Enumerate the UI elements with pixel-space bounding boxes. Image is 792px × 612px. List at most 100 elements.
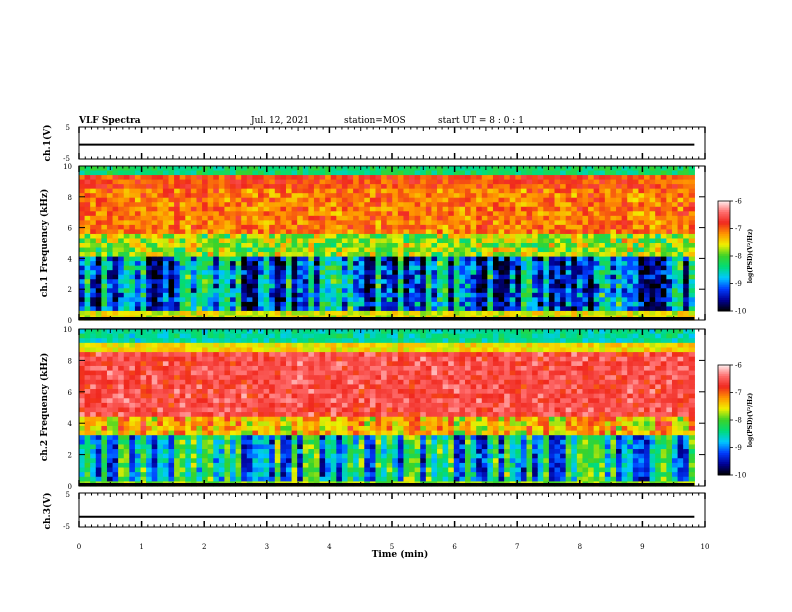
colorbar-swatch [718,257,730,261]
colorbar-swatch [718,307,730,310]
ch1-ytick-bottom: -5 [63,155,70,163]
time-tick-label: 3 [265,543,269,551]
colorbar-swatch [718,429,730,432]
colorbar-swatch [718,374,730,377]
time-tick-label: 8 [578,543,582,551]
time-tick-label: 7 [515,543,519,551]
ch2-spectrogram-ylabel: ch.2 Frequency (kHz) [39,353,50,462]
colorbar-swatch [718,409,730,412]
ch3-tick-marks [78,493,706,527]
colorbar-swatch [718,418,730,421]
colorbar-swatch [718,368,730,371]
colorbar-swatch [718,399,730,403]
colorbar-tick-label: -10 [735,472,746,480]
colorbar-swatch [718,423,730,426]
frequency-tick-label: 8 [68,357,72,365]
colorbar-swatch [718,226,730,229]
colorbar-swatch [718,372,730,375]
ch1-waveform-ylabel: ch.1(V) [42,125,53,162]
colorbar-swatch [718,396,730,399]
colorbar-swatch [718,248,730,251]
colorbar-swatch [718,445,730,448]
ch3-waveform-ylabel: ch.3(V) [42,493,53,530]
time-tick-label: 0 [77,543,81,551]
frequency-tick-label: 10 [63,163,72,171]
colorbar-swatch [718,234,730,237]
colorbar-swatch [718,263,730,266]
colorbar-swatch [718,217,730,220]
colorbar-swatch [718,259,730,262]
time-tick-label: 5 [390,543,394,551]
colorbar-swatch [718,272,730,275]
colorbar-swatch [718,290,730,294]
colorbar-swatch [718,232,730,235]
frequency-tick-label: 10 [63,326,72,334]
colorbar-swatch [718,390,730,393]
colorbar-swatch [718,201,730,204]
colorbar-swatch [718,235,730,239]
time-tick-label: 10 [701,543,710,551]
colorbar-swatch [718,278,730,281]
colorbar-swatch [718,289,730,292]
frequency-tick-label: 0 [68,317,72,325]
colorbar-swatch [718,254,730,257]
colorbar-swatch [718,414,730,417]
ch1-frequency-ticks: 0 2 4 6 8 10 [63,163,705,325]
colorbar-swatch [718,392,730,395]
colorbar-swatch [718,230,730,233]
colorbar-swatch [718,387,730,390]
colorbar-swatch [718,420,730,423]
colorbar-swatch [718,410,730,414]
frequency-tick-label: 6 [68,389,73,397]
frequency-tick-label: 2 [68,286,72,294]
colorbar-swatch [718,465,730,469]
ch1-colorbar: -6 -7 -8 -9 -10 log(PSD)(V²/Hz) [717,198,754,316]
colorbar-swatch [718,454,730,458]
colorbar-swatch [718,305,730,308]
colorbar-swatch [718,237,730,240]
colorbar-swatch [718,383,730,386]
colorbar-swatch [718,394,730,397]
colorbar-swatch [718,245,730,248]
colorbar-swatch [718,376,730,379]
ch2-colorbar: -6 -7 -8 -9 -10 log(PSD)(V²/Hz) [717,362,754,480]
colorbar-swatch [718,388,730,392]
colorbar-swatch [718,442,730,445]
colorbar-swatch [718,403,730,406]
ch1-ytick-top: 5 [66,124,70,132]
time-axis-tick-labels: 0 1 2 3 4 5 6 7 8 9 10 [77,543,710,551]
ch2-spectrogram-tick-marks [78,329,706,486]
colorbar-swatch [718,467,730,470]
colorbar-swatch [718,212,730,215]
ch2-spectrogram-panel: ch.2 Frequency (kHz) 0 2 4 6 8 10 -6 -7 -8 -9 -10… [39,326,754,491]
colorbar-swatch [718,471,730,474]
colorbar-swatch [718,206,730,209]
colorbar-tick-label: -10 [735,308,746,316]
colorbar-swatch [718,228,730,231]
time-tick-label: 6 [452,543,457,551]
colorbar-swatch [718,267,730,270]
colorbar-swatch [718,285,730,288]
ch2-frequency-ticks: 0 2 4 6 8 10 [63,326,705,491]
colorbar-tick-label: -6 [735,362,742,370]
start-time-label: start UT = 8 : 0 : 1 [438,116,524,126]
colorbar-swatch [718,412,730,415]
colorbar-swatch [718,223,730,226]
time-tick-label: 9 [640,543,644,551]
colorbar-swatch [718,294,730,297]
colorbar-swatch [718,447,730,450]
colorbar-swatch [718,213,730,217]
colorbar-swatch [718,239,730,242]
colorbar-swatch [718,462,730,465]
colorbar-swatch [718,464,730,467]
frequency-tick-label: 0 [68,483,72,491]
colorbar-swatch [718,296,730,299]
colorbar-swatch [718,279,730,283]
colorbar-label: log(PSD)(V²/Hz) [747,229,754,284]
colorbar-swatch [718,431,730,434]
chart-title: VLF Spectra [78,116,141,126]
colorbar-swatch [718,381,730,384]
colorbar-label: log(PSD)(V²/Hz) [747,393,754,448]
colorbar-swatch [718,449,730,452]
frequency-tick-label: 2 [68,452,72,460]
